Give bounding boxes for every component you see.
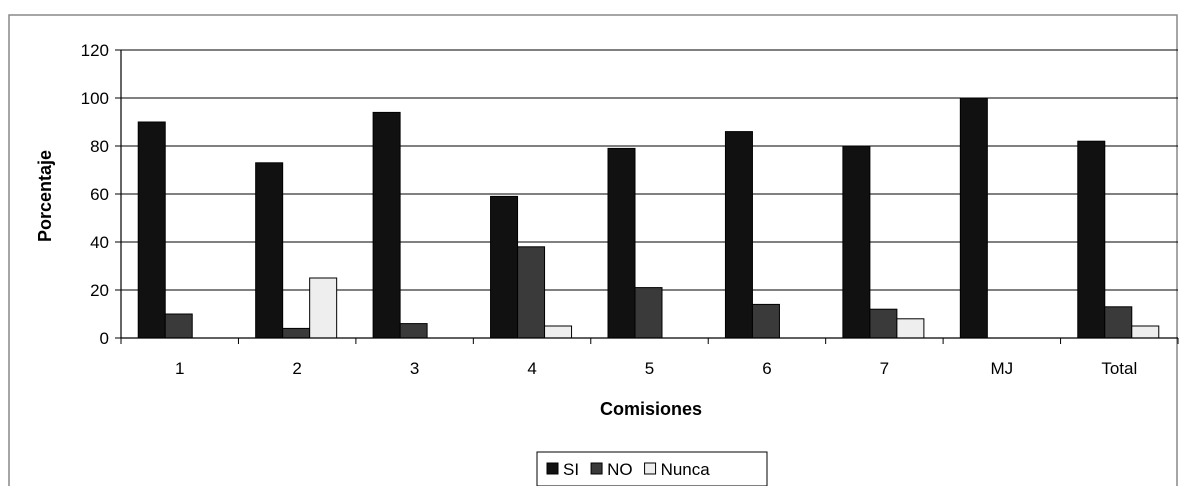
legend-label-nunca: Nunca: [661, 460, 711, 479]
bar-si-3: [372, 111, 401, 339]
legend: SI NO Nunca: [536, 451, 768, 486]
bar-nunca-2: [309, 277, 338, 339]
y-tick-label: 40: [90, 233, 109, 252]
bar-no-6: [751, 303, 780, 339]
legend-swatch-no: [590, 462, 603, 475]
bar-si-mj: [959, 97, 988, 339]
bar-nunca-4: [544, 325, 573, 339]
x-tick-label: 7: [880, 359, 889, 378]
bar-no-3: [399, 323, 428, 339]
x-tick-label: 1: [175, 359, 184, 378]
bars-group: [137, 97, 1160, 339]
y-tick-label: 20: [90, 281, 109, 300]
bar-si-5: [607, 147, 636, 339]
x-axis-title: Comisiones: [600, 399, 702, 419]
y-tick-label: 0: [100, 329, 109, 348]
bar-nunca-total: [1131, 325, 1160, 339]
x-tick-label: 2: [292, 359, 301, 378]
x-tick-label: 4: [527, 359, 536, 378]
x-tick-label: Total: [1101, 359, 1137, 378]
bar-no-2: [282, 327, 311, 339]
bar-si-2: [255, 162, 284, 339]
x-tick-label: 6: [762, 359, 771, 378]
chart-area-border: [8, 14, 1178, 486]
bar-si-4: [490, 195, 519, 339]
bar-no-4: [517, 246, 546, 339]
legend-label-si: SI: [563, 460, 579, 479]
bar-si-total: [1077, 140, 1106, 339]
bar-nunca-7: [896, 318, 925, 339]
y-axis-title: Porcentaje: [35, 150, 55, 242]
legend-label-no: NO: [607, 460, 633, 479]
x-tick-label: MJ: [990, 359, 1013, 378]
gridlines: [121, 49, 1178, 291]
bar-si-1: [137, 121, 166, 339]
y-tick-label: 100: [81, 89, 109, 108]
y-tick-label: 60: [90, 185, 109, 204]
x-tick-label: 3: [410, 359, 419, 378]
bar-no-1: [164, 313, 193, 339]
x-tick-label: 5: [645, 359, 654, 378]
bar-si-7: [842, 145, 871, 339]
legend-swatch-si: [546, 462, 559, 475]
y-tick-label: 120: [81, 41, 109, 60]
axes-group: [115, 49, 1179, 344]
bar-si-6: [724, 131, 753, 339]
y-tick-label: 80: [90, 137, 109, 156]
y-tick-labels: 0 20 40 60 80 100 120: [81, 41, 109, 348]
bar-no-5: [634, 287, 663, 339]
x-tick-labels: 1 2 3 4 5 6 7 MJ Total: [175, 359, 1137, 378]
legend-swatch-nunca: [644, 462, 657, 475]
bar-no-total: [1104, 306, 1133, 339]
bar-no-7: [869, 308, 898, 339]
